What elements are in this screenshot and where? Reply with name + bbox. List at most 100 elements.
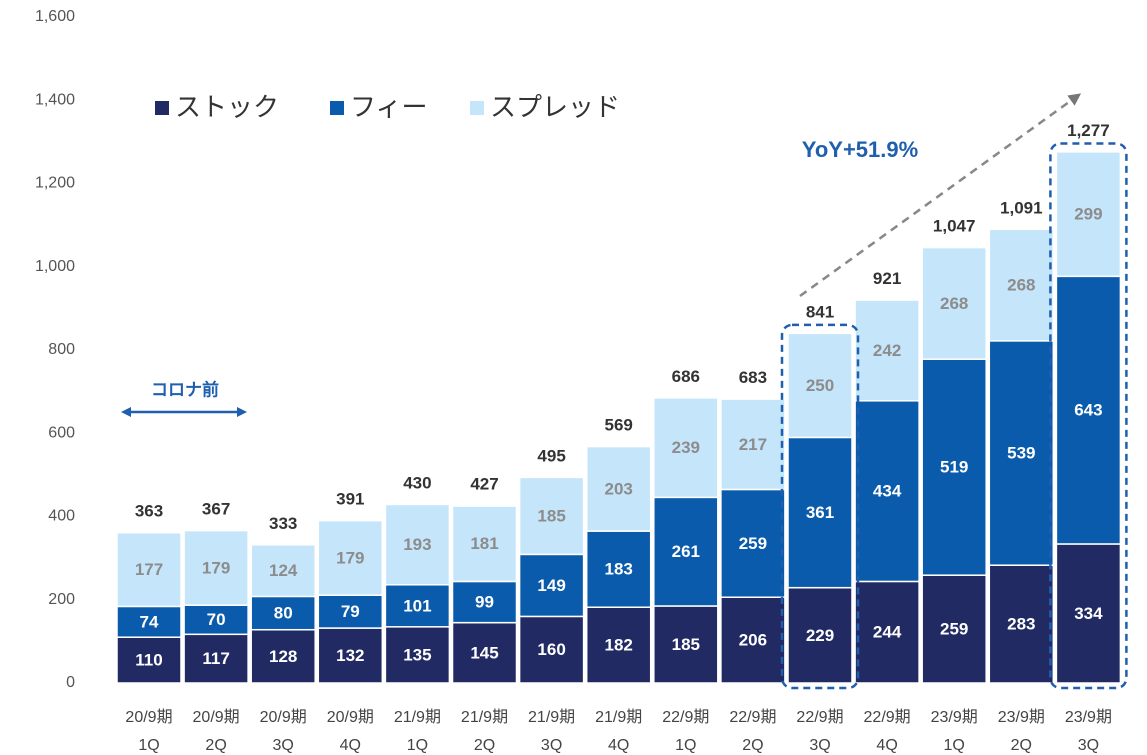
bar-segment [988,340,1055,566]
total-label: 1,047 [933,217,976,236]
bar-segment [250,628,316,684]
value-label: 242 [873,341,901,360]
value-label: 80 [274,604,293,623]
bar-segment [1055,543,1122,684]
bar-segment [451,580,518,624]
total-label: 363 [135,501,163,520]
value-label: 261 [672,542,700,561]
bar-segment [921,246,987,360]
value-label: 179 [336,548,364,567]
bar-segment [317,594,384,629]
bar-segment [585,606,652,684]
bar-segment [183,529,249,606]
value-label: 299 [1074,205,1102,224]
bar-segment [720,488,786,599]
x-tick-label: 2Q [205,737,226,754]
total-label: 921 [873,269,901,288]
x-tick-label: 22/9期 [796,708,843,726]
annotation: YoY+51.9% [802,137,918,162]
value-label: 149 [537,576,565,595]
value-label: 434 [873,482,902,501]
legend-label: フィー [350,92,427,122]
bar-segment [720,398,786,491]
total-label: 333 [269,514,297,533]
value-label: 117 [202,649,229,668]
bar-segment [787,436,853,589]
value-label: 181 [470,534,498,553]
total-label: 569 [605,416,633,435]
value-label: 160 [537,640,565,659]
value-label: 101 [403,596,431,615]
bar-segment [183,633,249,684]
bar-segment [384,584,451,628]
value-label: 182 [605,636,633,655]
x-tick-label: 23/9期 [1065,708,1112,726]
value-label: 183 [605,560,633,579]
bar-segment [854,299,920,402]
x-tick-label: 23/9期 [931,708,978,726]
value-label: 145 [470,643,498,662]
value-label: 334 [1074,604,1103,623]
annotation: コロナ前 [151,379,219,399]
value-label: 128 [269,647,297,666]
value-label: 185 [672,635,700,654]
x-tick-label: 20/9期 [125,708,172,726]
value-label: 110 [135,651,162,670]
value-label: 217 [739,435,767,454]
y-tick-label: 600 [48,424,75,441]
value-label: 250 [806,376,834,395]
highlight-box [1049,142,1128,690]
bar-segment [384,503,451,586]
bar-segment [518,476,585,556]
legend-swatch [330,101,344,115]
legend-swatch [470,101,484,115]
total-label: 367 [202,500,230,519]
value-label: 259 [739,534,767,553]
value-label: 643 [1074,401,1102,420]
x-tick-label: 1Q [944,737,965,754]
bar-segment [116,636,182,684]
y-tick-label: 1,400 [35,91,75,108]
x-tick-label: 1Q [675,737,696,754]
value-label: 283 [1007,615,1035,634]
total-label: 427 [470,475,498,494]
x-tick-label: 2Q [474,737,495,754]
value-label: 206 [739,631,767,650]
y-tick-label: 0 [66,674,75,691]
total-label: 1,091 [1000,198,1043,217]
value-label: 70 [207,610,226,629]
bar-segment [653,397,719,499]
bar-segment [921,574,987,684]
x-tick-label: 22/9期 [729,708,776,726]
x-tick-label: 21/9期 [394,708,441,726]
value-label: 177 [135,560,163,579]
trend-arrow [799,93,1082,298]
y-tick-label: 800 [48,341,75,358]
value-label: 361 [806,503,834,522]
x-tick-label: 20/9期 [260,708,307,726]
bar-segment [384,626,451,684]
value-label: 74 [140,612,159,631]
x-tick-label: 4Q [876,737,897,754]
legend-label: スプレッド [490,92,620,122]
value-label: 193 [403,535,431,554]
bar-segment [787,586,853,684]
value-label: 259 [940,620,968,639]
total-label: 495 [537,446,565,465]
bar-segment [250,544,316,598]
bar-segment [116,531,182,608]
bar-segment [854,400,920,583]
legend-swatch [155,101,169,115]
bar-segment [720,596,786,684]
value-label: 132 [336,646,364,665]
value-label: 203 [605,479,633,498]
value-label: 229 [806,626,834,645]
x-tick-label: 3Q [273,737,294,754]
x-tick-label: 21/9期 [528,708,575,726]
x-tick-label: 4Q [608,737,629,754]
x-tick-label: 2Q [1011,737,1032,754]
bar-segment [988,564,1055,684]
bar-segment [451,505,518,583]
value-label: 239 [672,438,700,457]
